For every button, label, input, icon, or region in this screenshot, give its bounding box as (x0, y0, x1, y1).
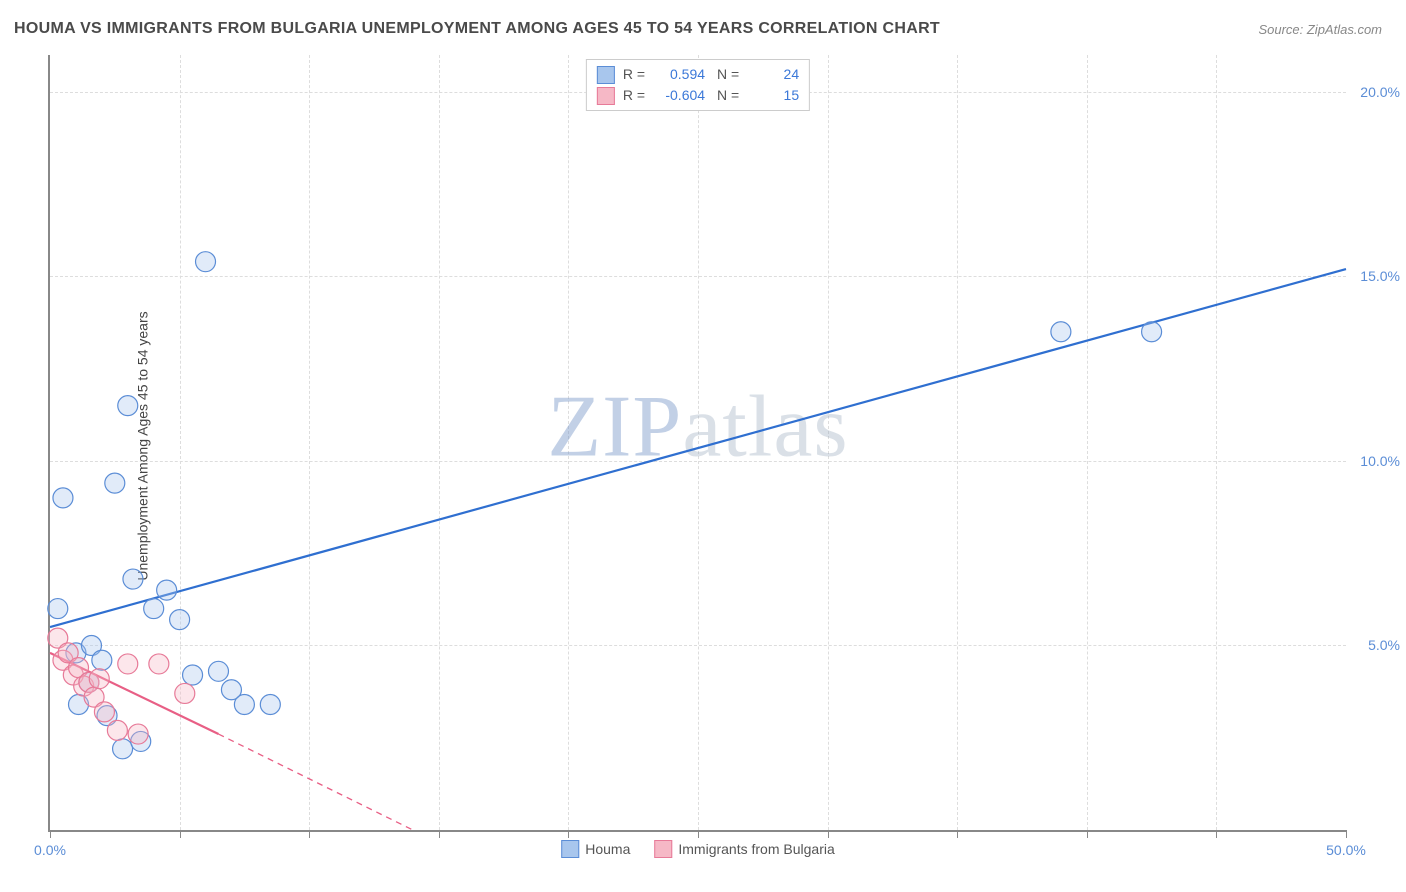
data-point-bulgaria (118, 654, 138, 674)
n-label: N = (713, 85, 739, 106)
data-point-houma (234, 695, 254, 715)
data-point-houma (260, 695, 280, 715)
data-point-houma (1051, 322, 1071, 342)
legend-item: Houma (561, 840, 630, 858)
x-tick-label: 0.0% (34, 842, 66, 858)
legend-item: Immigrants from Bulgaria (654, 840, 834, 858)
data-point-bulgaria (94, 702, 114, 722)
stats-row-bulgaria: R = -0.604 N = 15 (597, 85, 799, 106)
data-point-bulgaria (107, 720, 127, 740)
data-point-houma (157, 580, 177, 600)
x-tick-mark (309, 830, 310, 838)
x-tick-mark (568, 830, 569, 838)
data-point-houma (105, 473, 125, 493)
data-point-houma (123, 569, 143, 589)
data-point-bulgaria (89, 669, 109, 689)
series-legend: Houma Immigrants from Bulgaria (561, 840, 835, 858)
x-tick-mark (957, 830, 958, 838)
x-tick-mark (1346, 830, 1347, 838)
scatter-svg (50, 55, 1346, 830)
x-tick-mark (439, 830, 440, 838)
data-point-houma (48, 599, 68, 619)
stats-row-houma: R = 0.594 N = 24 (597, 64, 799, 85)
n-value-houma: 24 (747, 64, 799, 85)
swatch-bulgaria (597, 87, 615, 105)
x-tick-mark (698, 830, 699, 838)
y-tick-label: 15.0% (1360, 268, 1400, 284)
data-point-houma (208, 661, 228, 681)
stats-legend: R = 0.594 N = 24 R = -0.604 N = 15 (586, 59, 810, 111)
y-tick-label: 10.0% (1360, 453, 1400, 469)
legend-label: Immigrants from Bulgaria (678, 841, 834, 857)
data-point-bulgaria (175, 683, 195, 703)
y-tick-label: 20.0% (1360, 84, 1400, 100)
legend-swatch (561, 840, 579, 858)
trend-line-ext-bulgaria (218, 734, 412, 830)
data-point-bulgaria (128, 724, 148, 744)
r-value-houma: 0.594 (653, 64, 705, 85)
x-tick-mark (180, 830, 181, 838)
r-value-bulgaria: -0.604 (653, 85, 705, 106)
legend-swatch (654, 840, 672, 858)
n-label: N = (713, 64, 739, 85)
x-tick-mark (1087, 830, 1088, 838)
x-tick-mark (828, 830, 829, 838)
plot-area: 5.0%10.0%15.0%20.0%0.0%50.0% ZIPatlas R … (48, 55, 1346, 832)
data-point-houma (144, 599, 164, 619)
data-point-houma (92, 650, 112, 670)
data-point-houma (53, 488, 73, 508)
data-point-houma (196, 252, 216, 272)
r-label: R = (623, 64, 645, 85)
x-tick-mark (50, 830, 51, 838)
y-tick-label: 5.0% (1368, 637, 1400, 653)
data-point-houma (118, 396, 138, 416)
n-value-bulgaria: 15 (747, 85, 799, 106)
x-tick-mark (1216, 830, 1217, 838)
data-point-houma (113, 739, 133, 759)
data-point-houma (170, 610, 190, 630)
chart-title: HOUMA VS IMMIGRANTS FROM BULGARIA UNEMPL… (14, 20, 940, 38)
source-label: Source: ZipAtlas.com (1258, 22, 1382, 37)
data-point-houma (1142, 322, 1162, 342)
swatch-houma (597, 66, 615, 84)
r-label: R = (623, 85, 645, 106)
x-tick-label: 50.0% (1326, 842, 1366, 858)
data-point-bulgaria (149, 654, 169, 674)
data-point-houma (183, 665, 203, 685)
legend-label: Houma (585, 841, 630, 857)
